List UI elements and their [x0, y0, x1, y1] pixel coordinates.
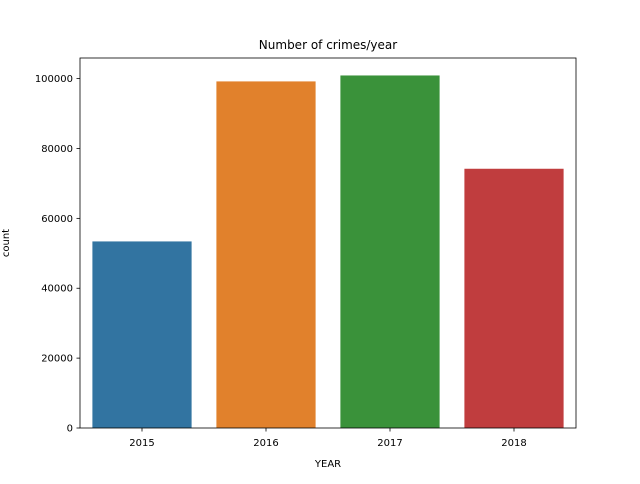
x-axis: 2015 2016 2017 2018	[129, 428, 527, 449]
x-tick-label-2017: 2017	[377, 438, 402, 449]
y-tick-label-40000: 40000	[41, 284, 73, 295]
y-tick-label-80000: 80000	[41, 144, 73, 155]
bar-2015	[92, 241, 192, 428]
x-axis-label: YEAR	[314, 459, 341, 470]
x-tick-label-2018: 2018	[501, 438, 526, 449]
plot-area-frame	[79, 57, 577, 429]
x-tick-label-2015: 2015	[129, 438, 154, 449]
bar-2016	[216, 81, 316, 428]
bar-2018	[464, 168, 564, 428]
y-axis: 0 20000 40000 60000 80000 100000	[35, 74, 80, 435]
y-tick-label-100000: 100000	[35, 74, 73, 85]
y-tick-label-20000: 20000	[41, 354, 73, 365]
chart-title: Number of crimes/year	[259, 38, 397, 52]
x-tick-label-2016: 2016	[253, 438, 278, 449]
y-axis-label: count	[1, 229, 12, 257]
y-tick-label-60000: 60000	[41, 214, 73, 225]
bars-layer	[92, 75, 564, 429]
y-tick-label-0: 0	[67, 424, 73, 435]
bar-2017	[340, 75, 440, 429]
